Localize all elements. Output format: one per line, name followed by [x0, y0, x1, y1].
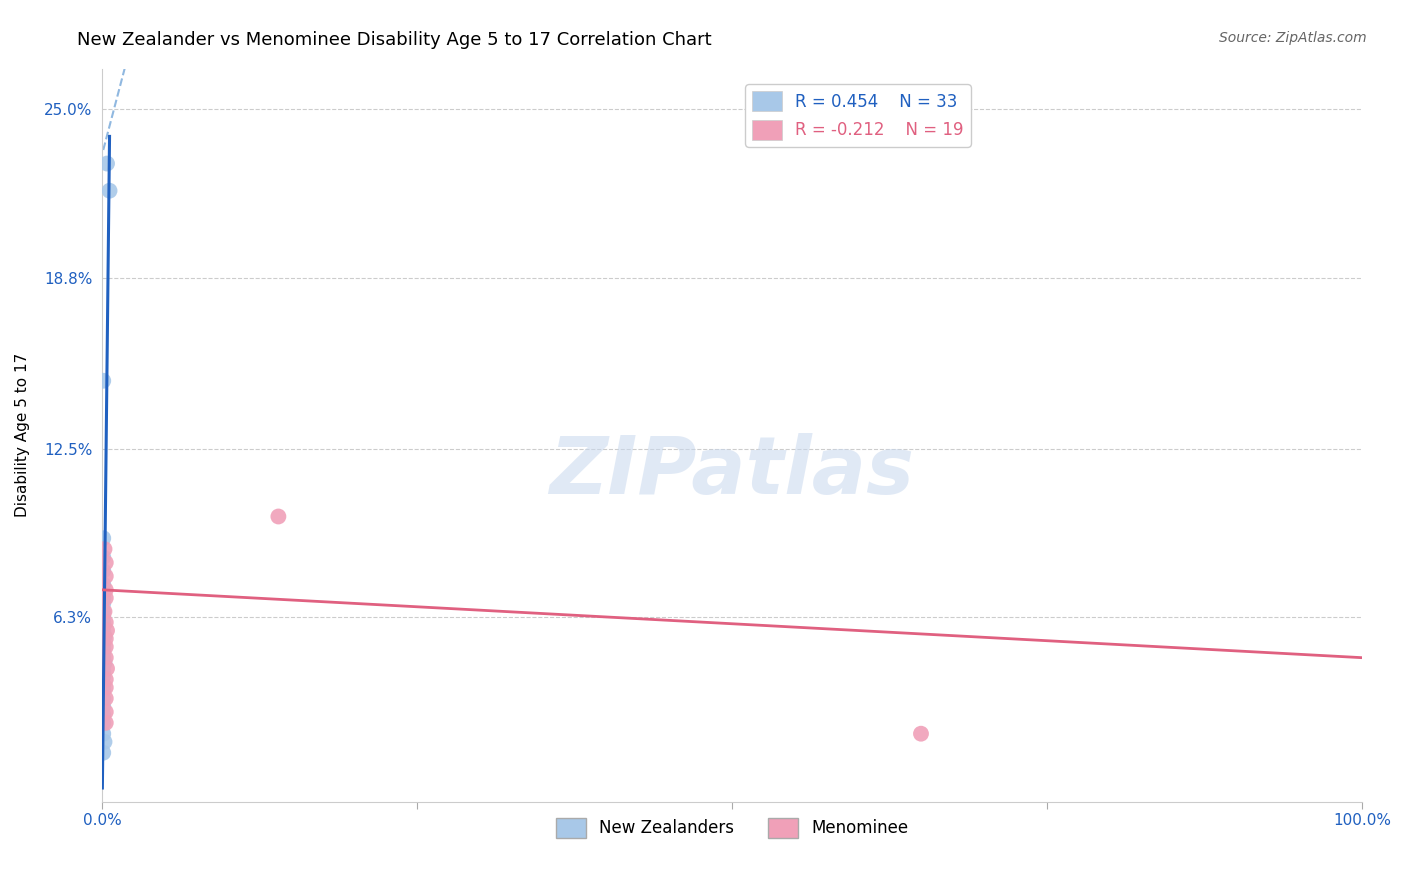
Point — [91, 550, 114, 565]
Point — [93, 656, 115, 670]
Point — [91, 605, 114, 619]
Point — [91, 670, 114, 684]
Point — [91, 691, 114, 706]
Point — [91, 650, 114, 665]
Point — [94, 640, 117, 654]
Point — [91, 615, 114, 630]
Point — [91, 642, 114, 657]
Point — [91, 665, 114, 679]
Point — [91, 374, 114, 388]
Point — [91, 585, 114, 599]
Text: New Zealander vs Menominee Disability Age 5 to 17 Correlation Chart: New Zealander vs Menominee Disability Ag… — [77, 31, 711, 49]
Point — [91, 591, 114, 605]
Point — [96, 661, 118, 675]
Point — [93, 629, 115, 643]
Point — [94, 582, 117, 597]
Point — [94, 681, 117, 695]
Point — [96, 624, 118, 638]
Point — [94, 615, 117, 630]
Point — [91, 678, 114, 692]
Point — [91, 715, 114, 730]
Point — [93, 542, 115, 557]
Point — [91, 683, 114, 698]
Point — [91, 596, 114, 610]
Point — [96, 156, 118, 170]
Point — [94, 691, 117, 706]
Point — [91, 618, 114, 632]
Point — [267, 509, 290, 524]
Point — [94, 650, 117, 665]
Point — [94, 591, 117, 605]
Y-axis label: Disability Age 5 to 17: Disability Age 5 to 17 — [15, 353, 30, 517]
Point — [94, 715, 117, 730]
Point — [91, 707, 114, 722]
Point — [91, 637, 114, 651]
Point — [94, 705, 117, 719]
Point — [91, 577, 114, 591]
Point — [91, 564, 114, 578]
Point — [91, 699, 114, 714]
Point — [910, 727, 932, 741]
Point — [94, 673, 117, 687]
Point — [91, 632, 114, 646]
Point — [98, 184, 121, 198]
Point — [91, 624, 114, 638]
Point — [91, 610, 114, 624]
Point — [91, 727, 114, 741]
Point — [93, 605, 115, 619]
Point — [91, 645, 114, 659]
Point — [94, 556, 117, 570]
Text: Source: ZipAtlas.com: Source: ZipAtlas.com — [1219, 31, 1367, 45]
Point — [91, 746, 114, 760]
Text: ZIPatlas: ZIPatlas — [550, 433, 914, 511]
Point — [91, 531, 114, 545]
Legend: New Zealanders, Menominee: New Zealanders, Menominee — [550, 811, 915, 845]
Point — [93, 735, 115, 749]
Point — [94, 632, 117, 646]
Point — [94, 569, 117, 583]
